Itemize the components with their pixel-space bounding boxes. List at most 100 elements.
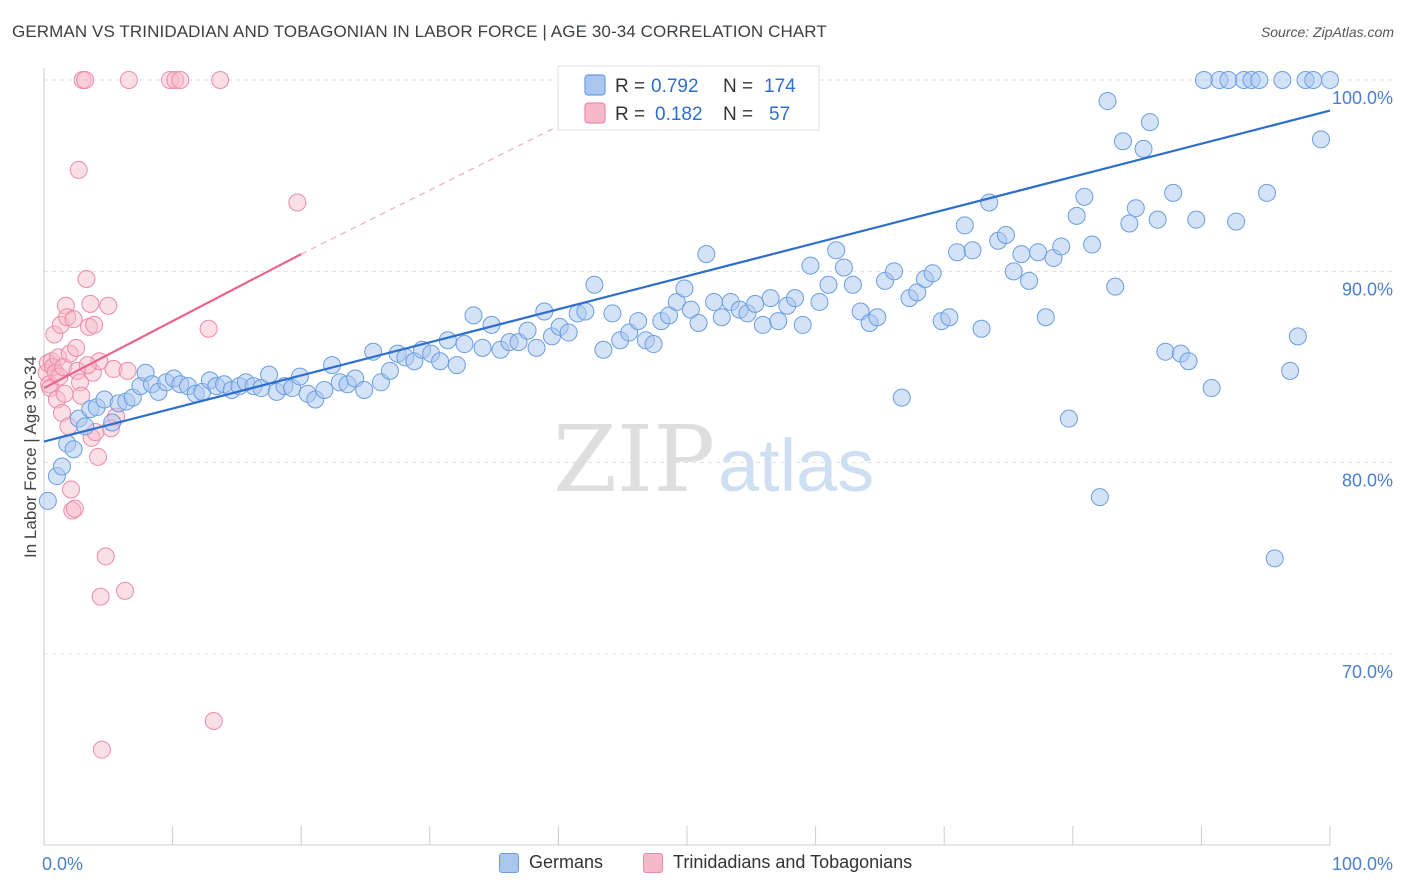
y-tick-label: 100.0% bbox=[1332, 88, 1393, 108]
legend-swatch-blue bbox=[584, 74, 606, 96]
data-point-german bbox=[1265, 549, 1284, 568]
data-point-german bbox=[1052, 237, 1071, 256]
watermark-atlas: atlas bbox=[718, 424, 874, 507]
y-axis-label: In Labor Force | Age 30-34 bbox=[21, 356, 40, 558]
data-point-trinidadian bbox=[81, 294, 100, 313]
x-tick-label: 100.0% bbox=[1332, 854, 1393, 874]
data-point-german bbox=[834, 258, 853, 277]
legend-top: R = 0.792 N = 174 R = 0.182 N = 57 bbox=[557, 65, 820, 131]
data-point-trinidadian bbox=[58, 308, 77, 327]
legend-swatch-pink bbox=[584, 102, 606, 124]
data-point-trinidadian bbox=[119, 71, 138, 89]
data-point-german bbox=[1098, 92, 1117, 111]
data-point-trinidadian bbox=[204, 711, 223, 730]
data-point-german bbox=[1257, 183, 1276, 202]
data-point-german bbox=[793, 315, 812, 334]
data-point-trinidadian bbox=[91, 587, 110, 606]
data-point-german bbox=[681, 300, 700, 319]
data-point-german bbox=[659, 306, 678, 325]
data-point-trinidadian bbox=[161, 71, 180, 89]
x-tick-label: 0.0% bbox=[42, 854, 83, 874]
data-point-german bbox=[1029, 243, 1048, 262]
y-tick-label: 90.0% bbox=[1342, 279, 1393, 299]
data-point-german bbox=[868, 308, 887, 327]
data-point-trinidadian bbox=[56, 296, 75, 315]
data-point-trinidadian bbox=[96, 547, 115, 566]
data-point-german bbox=[1012, 245, 1031, 264]
data-point-german bbox=[1250, 71, 1269, 89]
data-point-trinidadian bbox=[76, 71, 95, 89]
data-point-trinidadian bbox=[63, 501, 82, 520]
data-point-german bbox=[1219, 71, 1238, 89]
axes-layer bbox=[43, 68, 1331, 846]
watermark: ZIP atlas bbox=[553, 406, 874, 513]
data-point-trinidadian bbox=[49, 348, 68, 367]
blue-points bbox=[38, 71, 1339, 568]
data-point-german bbox=[1036, 308, 1055, 327]
data-point-trinidadian bbox=[116, 581, 135, 600]
data-point-german bbox=[1187, 210, 1206, 229]
y-tick-label: 80.0% bbox=[1342, 471, 1393, 491]
y-tick-label: 70.0% bbox=[1342, 662, 1393, 682]
data-point-german bbox=[827, 241, 846, 260]
data-point-trinidadian bbox=[99, 296, 118, 315]
legend-r-value-2: 0.182 bbox=[655, 104, 703, 125]
data-point-german bbox=[1106, 277, 1125, 296]
data-point-german bbox=[892, 388, 911, 407]
data-point-german bbox=[923, 264, 942, 283]
source-credit: Source: ZipAtlas.com bbox=[1260, 24, 1394, 40]
data-point-trinidadian bbox=[65, 499, 84, 518]
data-point-german bbox=[1120, 214, 1139, 233]
legend-swatch-trinidadians bbox=[643, 852, 663, 873]
data-point-german bbox=[1090, 488, 1109, 507]
data-point-german bbox=[955, 216, 974, 235]
data-point-german bbox=[948, 243, 967, 262]
data-point-trinidadian bbox=[69, 160, 88, 179]
data-point-german bbox=[1059, 409, 1078, 428]
data-point-german bbox=[473, 338, 492, 357]
data-point-trinidadian bbox=[67, 338, 86, 357]
data-point-trinidadian bbox=[199, 319, 218, 338]
data-point-trinidadian bbox=[45, 325, 64, 344]
data-point-german bbox=[801, 256, 820, 275]
data-point-german bbox=[1075, 187, 1094, 206]
data-point-german bbox=[1311, 130, 1330, 149]
data-point-german bbox=[761, 289, 780, 308]
data-point-german bbox=[819, 275, 838, 294]
data-point-german bbox=[1194, 71, 1213, 89]
data-point-german bbox=[576, 302, 595, 321]
data-point-german bbox=[996, 225, 1015, 244]
data-point-german bbox=[431, 352, 450, 371]
data-point-german bbox=[746, 294, 765, 313]
data-point-german bbox=[1281, 361, 1300, 380]
data-point-german bbox=[843, 275, 862, 294]
legend-swatch-germans bbox=[499, 852, 519, 873]
legend-label-trinidadians: Trinidadians and Tobagonians bbox=[673, 852, 913, 872]
legend-item-germans: Germans bbox=[499, 852, 603, 873]
data-point-german bbox=[559, 323, 578, 342]
data-point-german bbox=[1202, 379, 1221, 398]
data-point-german bbox=[753, 315, 772, 334]
data-point-german bbox=[769, 312, 788, 331]
data-point-german bbox=[644, 335, 663, 354]
data-point-german bbox=[464, 306, 483, 325]
data-point-german bbox=[908, 283, 927, 302]
data-point-german bbox=[518, 321, 537, 340]
data-point-german bbox=[1004, 262, 1023, 281]
data-point-german bbox=[38, 491, 57, 510]
data-point-german bbox=[1140, 113, 1159, 132]
data-point-german bbox=[527, 338, 546, 357]
data-point-trinidadian bbox=[118, 361, 137, 380]
data-point-german bbox=[786, 289, 805, 308]
data-point-german bbox=[594, 340, 613, 359]
data-point-trinidadian bbox=[77, 269, 96, 288]
legend-item-trinidadians: Trinidadians and Tobagonians bbox=[643, 852, 912, 873]
data-point-german bbox=[675, 279, 694, 298]
data-point-german bbox=[1179, 352, 1198, 371]
data-point-german bbox=[315, 380, 334, 399]
trend-line-german bbox=[43, 109, 1331, 443]
trend-line-trinidadian bbox=[43, 253, 302, 390]
data-point-german bbox=[963, 241, 982, 260]
data-point-german bbox=[1227, 212, 1246, 231]
data-point-german bbox=[1164, 183, 1183, 202]
